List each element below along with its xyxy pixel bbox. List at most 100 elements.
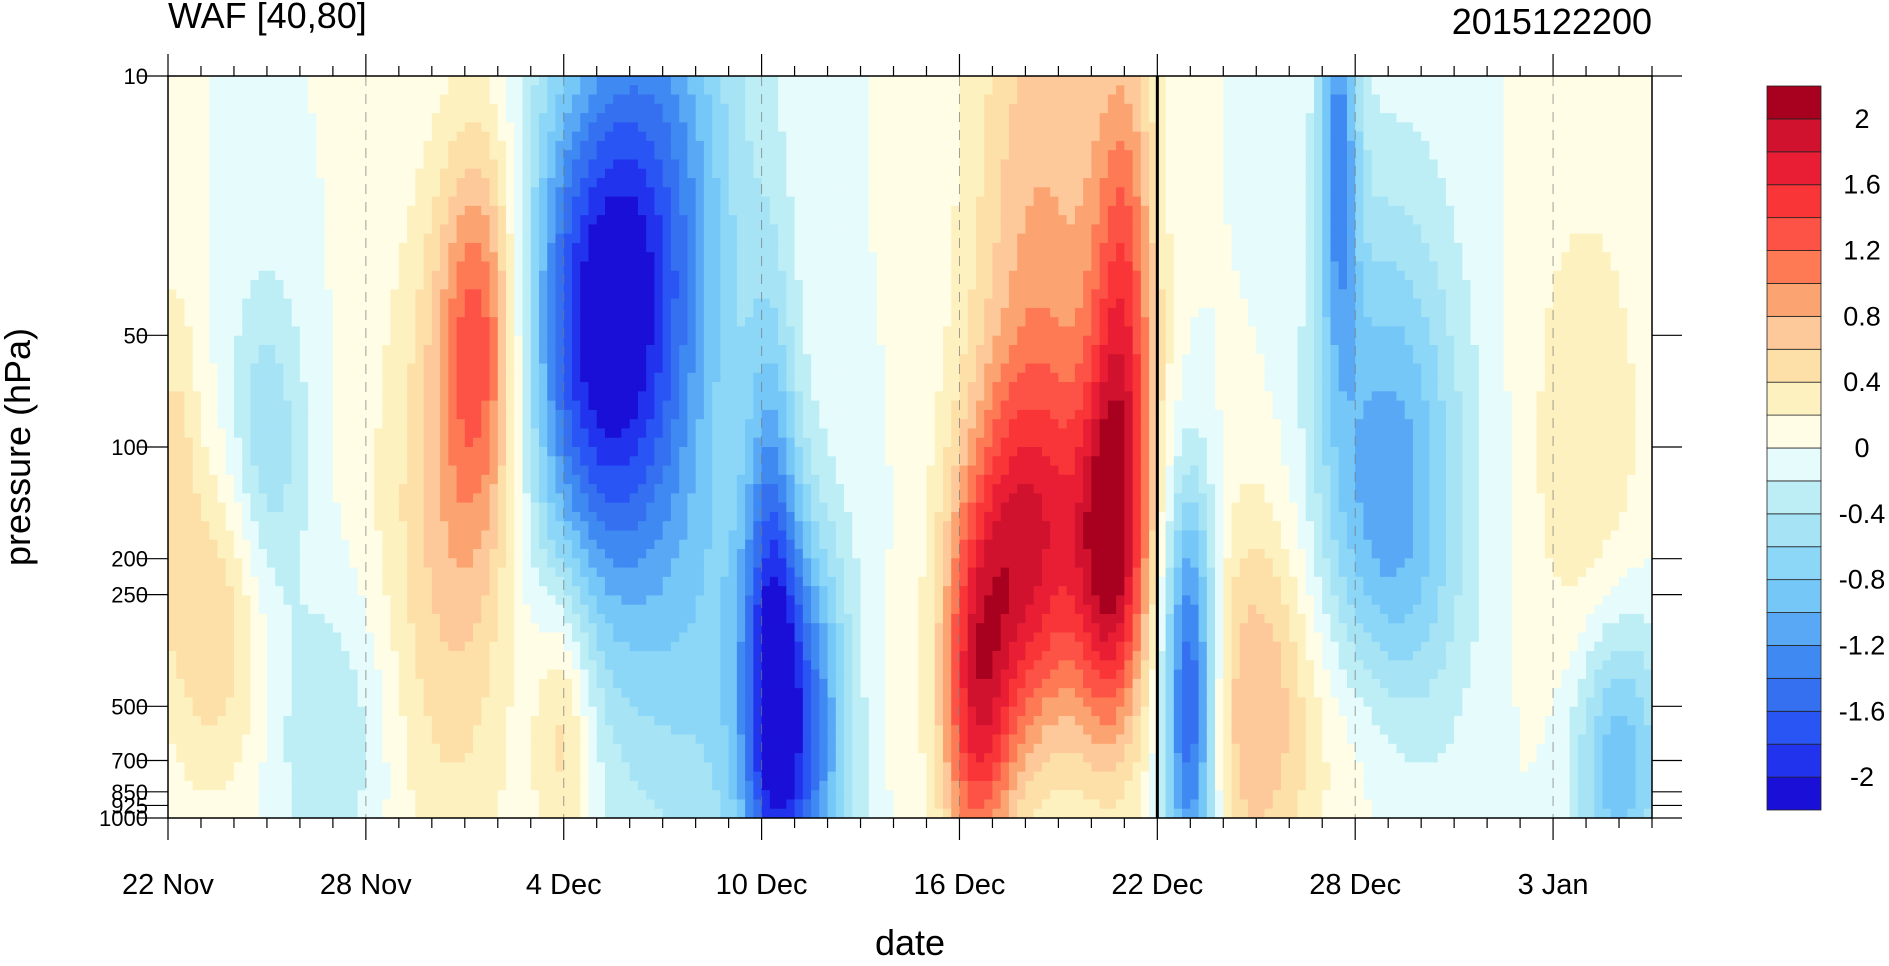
field-cell <box>1544 270 1554 281</box>
field-cell <box>1017 215 1027 226</box>
field-cell <box>1396 187 1406 198</box>
field-cell <box>745 140 754 151</box>
field-cell <box>1264 122 1274 133</box>
field-cell <box>1462 215 1472 226</box>
field-cell <box>926 168 936 179</box>
field-cell <box>588 122 598 133</box>
field-cell <box>1445 187 1455 198</box>
field-cell <box>1586 150 1595 161</box>
field-cell <box>580 298 590 309</box>
field-cell <box>951 196 961 207</box>
field-cell <box>374 187 383 198</box>
field-cell <box>250 85 260 96</box>
field-cell <box>275 298 285 309</box>
field-cell <box>332 103 342 114</box>
field-cell <box>736 307 746 318</box>
field-cell <box>819 196 829 207</box>
field-cell <box>1322 205 1332 216</box>
field-cell <box>192 317 202 328</box>
field-cell <box>1223 280 1233 290</box>
field-cell <box>1066 178 1076 188</box>
field-cell <box>1487 280 1496 290</box>
field-cell <box>1379 252 1389 263</box>
field-cell <box>473 307 482 318</box>
field-cell <box>1470 196 1480 207</box>
field-cell <box>489 131 499 142</box>
field-cell <box>1379 85 1389 96</box>
field-cell <box>555 150 565 161</box>
field-cell <box>209 233 219 244</box>
field-cell <box>489 307 499 318</box>
field-cell <box>992 187 1002 198</box>
field-cell <box>1536 205 1546 216</box>
field-cell <box>885 159 895 170</box>
field-cell <box>1000 298 1010 309</box>
field-cell <box>1173 168 1183 179</box>
field-cell <box>1536 103 1546 114</box>
field-cell <box>1000 113 1010 123</box>
field-cell <box>703 270 713 281</box>
field-cell <box>299 307 309 318</box>
field-cell <box>811 168 820 179</box>
field-cell <box>266 187 276 198</box>
field-cell <box>1025 242 1035 253</box>
field-cell <box>1281 205 1290 216</box>
field-cell <box>588 159 598 170</box>
field-cell <box>1107 280 1117 290</box>
field-cell <box>1429 76 1439 86</box>
field-cell <box>200 85 210 96</box>
field-cell <box>885 150 895 161</box>
field-cell <box>918 307 928 318</box>
field-cell <box>563 85 573 96</box>
field-cell <box>1182 205 1191 216</box>
field-cell <box>497 233 507 244</box>
field-cell <box>1388 298 1398 309</box>
field-cell <box>407 159 416 170</box>
field-cell <box>1198 289 1208 300</box>
field-cell <box>893 150 903 161</box>
field-cell <box>1256 187 1266 198</box>
field-cell <box>1396 280 1406 290</box>
field-cell <box>588 168 598 179</box>
field-cell <box>621 317 631 328</box>
field-cell <box>1107 215 1117 226</box>
field-cell <box>407 298 416 309</box>
field-cell <box>1363 233 1373 244</box>
field-cell <box>1586 76 1595 86</box>
field-cell <box>852 140 862 151</box>
field-cell <box>374 122 383 133</box>
field-cell <box>365 280 375 290</box>
field-cell <box>233 168 243 179</box>
field-cell <box>407 85 416 96</box>
field-cell <box>761 131 771 142</box>
field-cell <box>1544 289 1554 300</box>
field-cell <box>662 280 672 290</box>
field-cell <box>613 242 623 253</box>
field-cell <box>365 205 375 216</box>
field-cell <box>473 233 482 244</box>
field-cell <box>745 261 754 272</box>
field-cell <box>266 103 276 114</box>
field-cell <box>951 150 961 161</box>
field-cell <box>1305 252 1315 263</box>
field-cell <box>324 317 334 328</box>
field-cell <box>1305 298 1315 309</box>
field-cell <box>547 168 557 179</box>
field-cell <box>1058 85 1068 96</box>
field-cell <box>580 159 590 170</box>
field-cell <box>539 298 548 309</box>
field-cell <box>860 187 870 198</box>
field-cell <box>992 224 1002 235</box>
field-cell <box>1033 270 1043 281</box>
field-cell <box>786 317 796 328</box>
field-cell <box>942 94 952 105</box>
field-cell <box>547 242 557 253</box>
chart-date-stamp: 2015122200 <box>1452 1 1652 42</box>
field-cell <box>1643 187 1652 198</box>
field-cell <box>1330 307 1340 318</box>
field-cell <box>1140 178 1150 188</box>
field-cell <box>1272 233 1282 244</box>
field-cell <box>1165 76 1175 86</box>
field-cell <box>1355 187 1365 198</box>
field-cell <box>868 122 878 133</box>
